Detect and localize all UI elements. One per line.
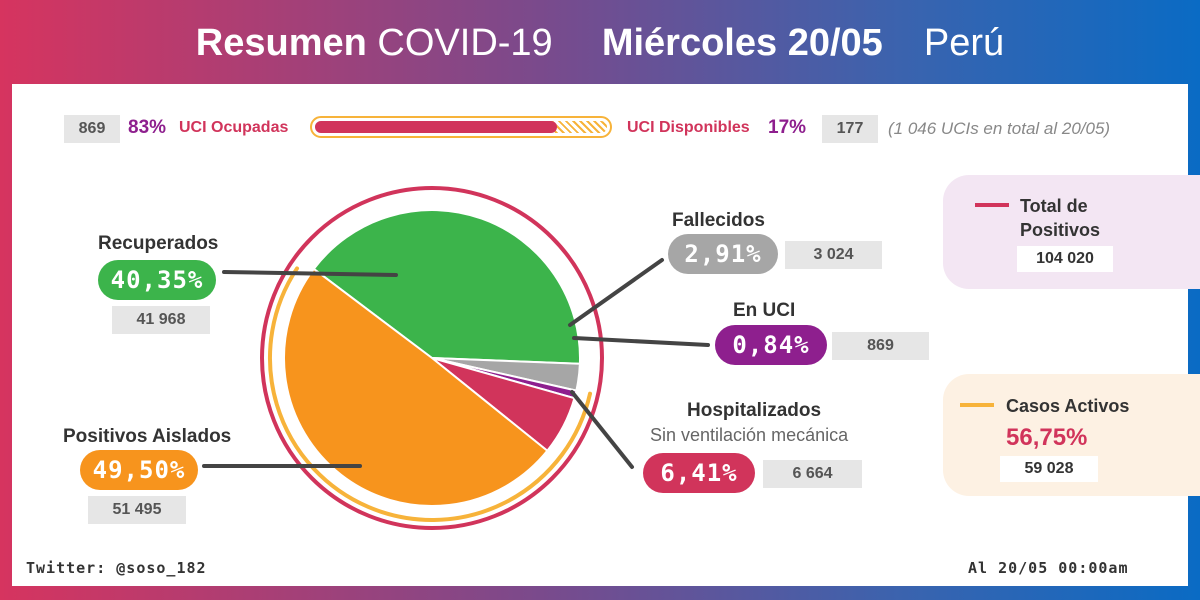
label-en-uci: En UCI <box>733 300 796 321</box>
sublabel-hospitalizados: Sin ventilación mecánica <box>650 425 849 445</box>
uci-occupied-count: 869 <box>64 115 120 143</box>
label-recuperados: Recuperados <box>98 233 219 254</box>
count-fallecidos: 3 024 <box>785 241 882 269</box>
active-cases-arc <box>268 266 593 522</box>
pct-en-uci: 0,84% <box>715 325 827 365</box>
pie-outer-ring <box>260 186 604 530</box>
total-label: Total de Positivos <box>1020 194 1100 242</box>
leader-hospitalizados <box>570 390 634 469</box>
page-title: Resumen COVID-19 Miércoles 20/05 Perú <box>0 22 1200 65</box>
uci-available-count: 177 <box>822 115 878 143</box>
pct-hospitalizados: 6,41% <box>643 453 755 493</box>
count-en-uci: 869 <box>832 332 929 360</box>
uci-occupied-label: UCI Ocupadas <box>179 119 289 136</box>
pie-slice-recuperados <box>312 209 581 365</box>
activos-pct: 56,75% <box>1006 424 1088 451</box>
uci-available-label: UCI Disponibles <box>627 119 750 136</box>
count-aislados: 51 495 <box>88 496 186 524</box>
uci-available-pct: 17% <box>768 117 807 138</box>
footer-timestamp: Al 20/05 00:00am <box>968 559 1129 577</box>
leader-fallecidos <box>568 258 664 327</box>
uci-progress-bar <box>310 116 612 138</box>
activos-label: Casos Activos <box>1006 396 1130 416</box>
leader-recuperados <box>222 270 398 277</box>
count-recuperados: 41 968 <box>112 306 210 334</box>
pct-aislados: 49,50% <box>80 450 198 490</box>
total-value: 104 020 <box>1017 246 1113 272</box>
activos-value: 59 028 <box>1000 456 1098 482</box>
title-bold: Resumen <box>195 22 367 64</box>
footer-twitter: Twitter: @soso_182 <box>26 559 207 577</box>
label-hospitalizados: Hospitalizados <box>687 400 822 421</box>
leader-en-uci <box>572 336 710 347</box>
activos-legend-line <box>960 403 994 407</box>
uci-total-note: (1 046 UCIs en total al 20/05) <box>888 119 1111 138</box>
label-aislados: Positivos Aislados <box>63 426 232 447</box>
pct-fallecidos: 2,91% <box>668 234 778 274</box>
pct-recuperados: 40,35% <box>98 260 216 300</box>
uci-occupied-pct: 83% <box>128 117 167 138</box>
title-date: Miércoles 20/05 <box>601 22 883 64</box>
label-fallecidos: Fallecidos <box>672 210 765 231</box>
title-light: COVID-19 <box>377 22 553 64</box>
total-label-line2: Positivos <box>1020 220 1101 240</box>
title-country: Perú <box>923 22 1005 64</box>
pie-slice-aislados <box>283 267 549 507</box>
count-hospitalizados: 6 664 <box>763 460 862 488</box>
uci-occupied-fill <box>315 121 558 133</box>
total-legend-line <box>975 203 1009 207</box>
total-label-line1: Total de <box>1020 196 1088 216</box>
